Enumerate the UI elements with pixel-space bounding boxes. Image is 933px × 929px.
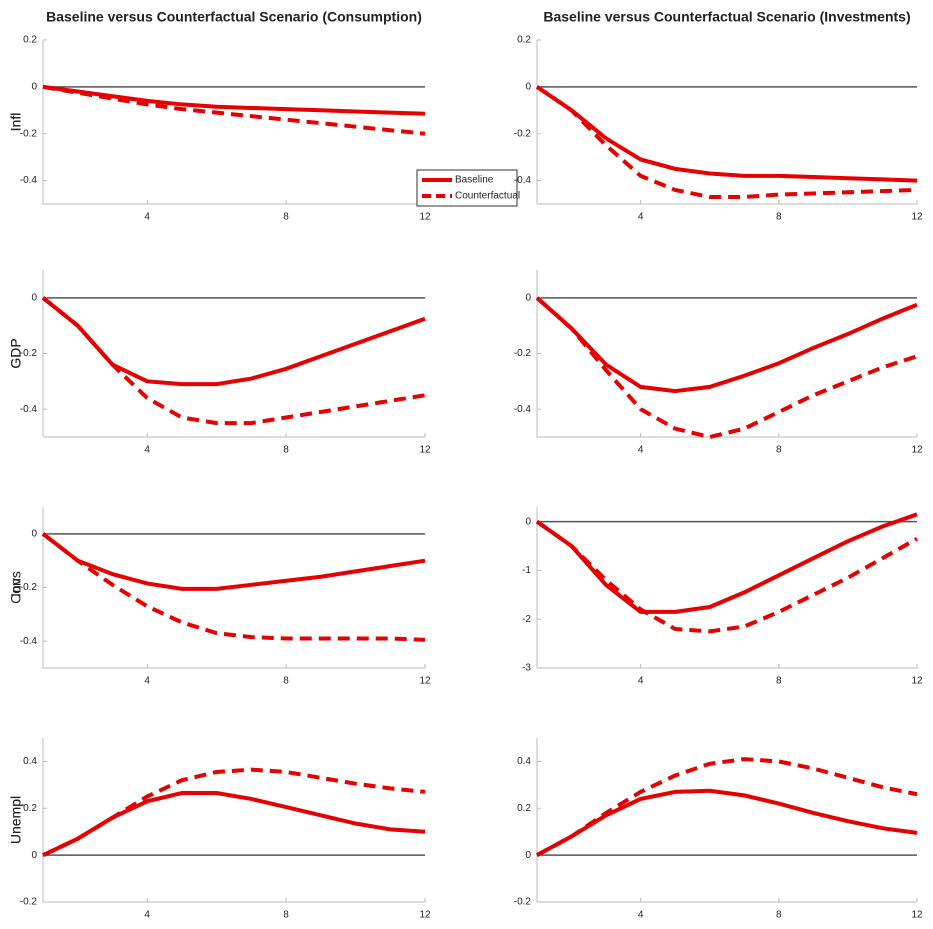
- series-line: [42, 791, 426, 857]
- x-tick-label: 4: [638, 445, 644, 456]
- y-tick-label: 0.2: [517, 35, 531, 46]
- y-axis-label: Infl: [8, 113, 24, 132]
- x-tick-label: 4: [144, 212, 150, 223]
- x-tick-label: 12: [419, 910, 431, 921]
- y-axis-label: GDP: [8, 338, 24, 368]
- y-tick-label: -0.4: [20, 636, 38, 647]
- y-axis-label: Unempl: [8, 796, 24, 844]
- x-tick-label: 4: [144, 910, 150, 921]
- y-tick-label: 0: [31, 528, 37, 539]
- x-tick-label: 4: [144, 676, 150, 687]
- series-line: [535, 296, 918, 394]
- x-tick-label: 12: [911, 676, 923, 687]
- y-axis-label: Inv: [8, 578, 24, 597]
- series-line: [535, 520, 918, 634]
- y-tick-label: 0.2: [517, 803, 531, 814]
- x-tick-label: 8: [283, 445, 289, 456]
- panel-title: Baseline versus Counterfactual Scenario …: [46, 9, 422, 25]
- x-tick-label: 12: [911, 212, 923, 223]
- y-tick-label: 0.2: [23, 803, 37, 814]
- y-axis-label: Cons: [8, 571, 24, 604]
- x-tick-label: 4: [638, 676, 644, 687]
- series-line: [536, 757, 918, 857]
- y-tick-label: 0.4: [517, 756, 531, 767]
- y-tick-label: -0.2: [514, 897, 532, 908]
- series-line: [42, 84, 426, 116]
- y-tick-label: -0.4: [20, 404, 38, 415]
- x-tick-label: 4: [638, 212, 644, 223]
- series-line: [535, 512, 918, 614]
- x-tick-label: 12: [911, 445, 923, 456]
- series-line: [41, 296, 426, 387]
- series-line: [535, 85, 918, 199]
- y-tick-label: -1: [522, 565, 531, 576]
- x-tick-label: 8: [776, 212, 782, 223]
- series-line: [41, 296, 426, 426]
- series-line: [42, 84, 426, 136]
- y-axis-label: Infl: [8, 113, 24, 132]
- y-tick-label: -0.2: [20, 897, 38, 908]
- y-tick-label: -0.2: [20, 348, 38, 359]
- y-tick-label: 0: [31, 850, 37, 861]
- panel-title: Baseline versus Counterfactual Scenario …: [543, 9, 910, 25]
- y-tick-label: -0.2: [20, 128, 38, 139]
- y-tick-label: 0: [525, 292, 531, 303]
- y-axis-label: GDP: [8, 338, 24, 368]
- y-tick-label: 0: [525, 516, 531, 527]
- y-tick-label: -0.4: [514, 175, 532, 186]
- y-tick-label: 0.2: [23, 35, 37, 46]
- y-axis-label: Unempl: [8, 796, 24, 844]
- y-tick-label: -0.4: [514, 404, 532, 415]
- x-tick-label: 12: [911, 910, 923, 921]
- y-tick-label: -2: [522, 614, 531, 625]
- y-tick-label: 0: [31, 81, 37, 92]
- x-tick-label: 8: [283, 676, 289, 687]
- x-tick-label: 12: [419, 676, 431, 687]
- series-line: [41, 532, 426, 591]
- series-line: [536, 788, 918, 857]
- y-tick-label: -0.2: [514, 128, 532, 139]
- legend-label: Baseline: [455, 175, 494, 186]
- y-tick-label: -0.4: [20, 175, 38, 186]
- legend-label: Counterfactual: [455, 191, 520, 202]
- x-tick-label: 4: [638, 910, 644, 921]
- y-tick-label: 0: [525, 81, 531, 92]
- y-tick-label: -3: [522, 663, 531, 674]
- series-line: [535, 85, 918, 183]
- legend-box: [416, 169, 518, 207]
- y-tick-label: -0.2: [514, 348, 532, 359]
- y-tick-label: -0.2: [20, 582, 38, 593]
- x-tick-label: 8: [283, 212, 289, 223]
- x-tick-label: 8: [776, 445, 782, 456]
- x-tick-label: 8: [776, 676, 782, 687]
- y-tick-label: 0.4: [23, 756, 37, 767]
- series-line: [42, 767, 426, 857]
- y-tick-label: 0: [31, 292, 37, 303]
- y-tick-label: 0: [525, 850, 531, 861]
- x-tick-label: 8: [776, 910, 782, 921]
- series-line: [41, 532, 426, 642]
- x-tick-label: 4: [144, 445, 150, 456]
- x-tick-label: 8: [283, 910, 289, 921]
- x-tick-label: 12: [419, 212, 431, 223]
- series-line: [535, 296, 918, 440]
- x-tick-label: 12: [419, 445, 431, 456]
